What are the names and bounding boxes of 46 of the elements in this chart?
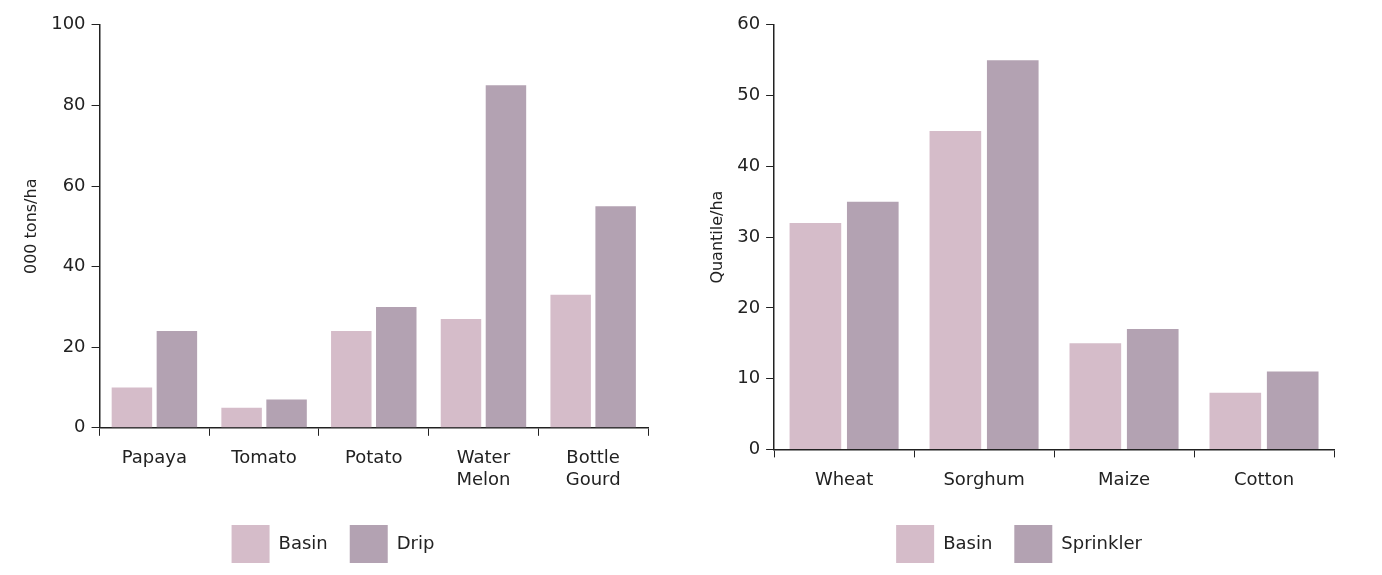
legend-label: Sprinkler — [1061, 531, 1143, 553]
bar — [221, 407, 262, 428]
y-tick-label: 100 — [51, 12, 86, 34]
y-tick-label: 0 — [74, 415, 86, 437]
bar — [440, 318, 482, 428]
bar — [485, 85, 527, 428]
y-tick-label: 40 — [62, 254, 86, 276]
y-tick-label: 50 — [737, 83, 761, 105]
bar — [846, 201, 899, 449]
bar — [789, 222, 842, 449]
bar — [929, 130, 982, 449]
x-tick-label: Cotton — [1233, 467, 1295, 489]
bar — [595, 206, 636, 428]
bar — [1126, 329, 1179, 449]
legend-label: Basin — [278, 531, 328, 553]
x-tick-label: Potato — [345, 446, 403, 468]
y-tick-label: 20 — [737, 295, 761, 317]
y-tick-label: 10 — [737, 366, 761, 388]
legend-label: Drip — [396, 531, 435, 553]
y-axis-title: 000 tons/ha — [20, 178, 40, 275]
legend-label: Basin — [943, 531, 993, 553]
y-tick-label: 0 — [748, 437, 761, 459]
bar — [156, 331, 198, 428]
bar — [550, 294, 591, 428]
y-tick-label: 80 — [62, 93, 86, 115]
y-tick-label: 40 — [737, 154, 761, 176]
x-tick-label: Maize — [1097, 467, 1151, 489]
bar — [376, 306, 417, 428]
bar — [331, 331, 372, 428]
y-tick-label: 60 — [737, 12, 761, 34]
x-tick-label: Water Melon — [456, 446, 511, 489]
y-tick-label: 60 — [62, 173, 86, 195]
bar — [1209, 392, 1262, 449]
x-tick-label: Sorghum — [943, 467, 1025, 489]
y-tick-label: 20 — [62, 334, 86, 356]
x-tick-label: Bottle Gourd — [565, 446, 621, 489]
y-tick-label: 30 — [737, 224, 761, 246]
bar — [1069, 343, 1122, 449]
x-tick-label: Wheat — [814, 467, 874, 489]
x-tick-label: Papaya — [121, 446, 188, 468]
bar — [986, 60, 1039, 449]
y-axis-title: Quantile/ha — [706, 190, 726, 284]
bar — [1266, 371, 1319, 449]
x-tick-label: Tomato — [230, 446, 297, 468]
bar — [266, 399, 307, 428]
bar — [111, 387, 153, 428]
